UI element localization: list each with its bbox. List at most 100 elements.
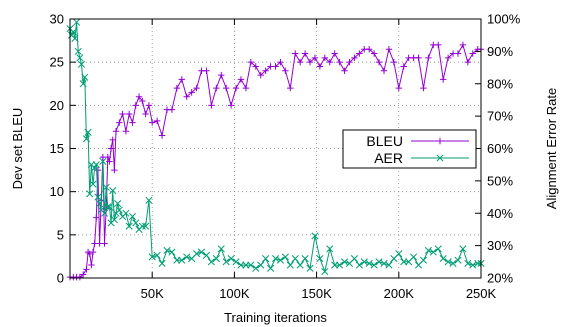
- data-point-bleu: [385, 46, 393, 53]
- data-point-aer: [168, 248, 176, 256]
- data-point-aer: [158, 259, 166, 267]
- data-point-aer: [340, 258, 349, 266]
- data-point-bleu: [459, 41, 467, 49]
- data-point-aer: [291, 255, 299, 263]
- data-point-bleu: [111, 166, 118, 174]
- data-point-aer: [227, 255, 235, 263]
- data-point-aer: [89, 180, 97, 188]
- data-point-bleu: [331, 50, 338, 57]
- data-point-aer: [419, 256, 428, 264]
- data-point-bleu: [444, 54, 452, 62]
- data-point-aer: [286, 261, 294, 269]
- data-point-bleu: [296, 58, 304, 66]
- data-point-aer: [454, 256, 462, 264]
- data-point-aer: [128, 212, 137, 221]
- data-point-bleu: [129, 119, 136, 126]
- data-point-bleu: [168, 106, 176, 113]
- data-point-aer: [77, 60, 86, 68]
- data-point-bleu: [89, 248, 97, 256]
- data-point-aer: [459, 245, 467, 253]
- y-tick-label: 15: [50, 141, 64, 156]
- data-point-aer: [100, 209, 109, 217]
- legend: BLEU AER: [342, 129, 477, 169]
- data-point-bleu: [135, 93, 143, 100]
- data-point-bleu: [247, 58, 255, 66]
- data-point-aer: [232, 258, 240, 266]
- data-point-bleu: [439, 76, 447, 83]
- data-point-aer: [375, 258, 383, 266]
- data-point-aer: [197, 248, 206, 256]
- data-point-aer: [115, 206, 123, 214]
- x-axis-title: Training iterations: [224, 310, 327, 325]
- data-point-bleu: [277, 58, 284, 66]
- data-point-aer: [84, 128, 92, 136]
- data-point-aer: [434, 245, 442, 253]
- data-point-aer: [355, 261, 363, 269]
- data-point-bleu: [292, 50, 299, 57]
- legend-box: [342, 129, 477, 169]
- data-point-aer: [142, 222, 150, 230]
- data-point-bleu: [415, 54, 422, 62]
- data-point-aer: [145, 196, 153, 204]
- data-point-aer: [444, 258, 452, 266]
- data-point-aer: [148, 253, 156, 261]
- data-point-aer: [71, 34, 79, 42]
- data-point-bleu: [326, 58, 333, 66]
- data-point-bleu: [94, 166, 102, 174]
- y-axis-title: Dev set BLEU: [10, 108, 25, 190]
- data-point-bleu: [237, 76, 245, 83]
- x-tick-label: 100K: [219, 286, 250, 301]
- series-aer: [66, 18, 485, 276]
- data-point-aer: [125, 222, 133, 230]
- data-point-aer: [326, 245, 334, 253]
- data-point-bleu: [112, 128, 120, 135]
- data-point-bleu: [370, 50, 378, 57]
- data-point-aer: [350, 255, 358, 263]
- data-point-aer: [395, 250, 403, 258]
- data-point-aer: [365, 259, 373, 267]
- data-point-bleu: [242, 84, 250, 92]
- data-point-aer: [247, 261, 255, 269]
- data-point-aer: [102, 183, 110, 191]
- data-point-bleu: [222, 84, 230, 92]
- data-point-bleu: [119, 110, 126, 118]
- y2-tick-label: 60%: [487, 141, 513, 156]
- data-point-bleu: [88, 261, 95, 269]
- data-point-aer: [276, 256, 284, 264]
- data-point-aer: [474, 259, 482, 267]
- data-point-bleu: [469, 50, 476, 57]
- data-point-bleu: [116, 119, 123, 126]
- data-point-bleu: [107, 145, 115, 152]
- y2-tick-label: 40%: [487, 206, 513, 221]
- data-point-bleu: [142, 110, 149, 118]
- data-point-aer: [73, 18, 81, 26]
- data-point-bleu: [380, 67, 388, 74]
- data-point-aer: [114, 199, 122, 208]
- data-point-aer: [252, 264, 260, 272]
- data-point-bleu: [420, 84, 427, 92]
- data-point-aer: [86, 190, 94, 198]
- data-point-aer: [271, 255, 280, 263]
- data-point-bleu: [178, 76, 185, 83]
- data-point-aer: [122, 209, 130, 217]
- data-point-bleu: [400, 63, 407, 70]
- data-point-bleu: [93, 214, 100, 221]
- data-point-bleu: [257, 71, 264, 79]
- data-point-aer: [222, 258, 230, 266]
- data-point-bleu: [83, 266, 90, 273]
- data-point-aer: [138, 222, 146, 230]
- data-point-aer: [110, 216, 118, 224]
- data-point-aer: [321, 267, 329, 276]
- y-tick-label: 10: [50, 184, 64, 199]
- data-point-aer: [306, 264, 314, 272]
- data-point-bleu: [101, 240, 108, 247]
- data-point-aer: [132, 219, 140, 227]
- data-point-aer: [109, 187, 117, 195]
- data-point-bleu: [173, 84, 181, 92]
- data-point-bleu: [139, 97, 146, 105]
- data-point-aer: [316, 255, 324, 263]
- data-point-bleu: [395, 84, 402, 92]
- data-point-bleu: [425, 54, 432, 62]
- data-point-aer: [360, 258, 368, 266]
